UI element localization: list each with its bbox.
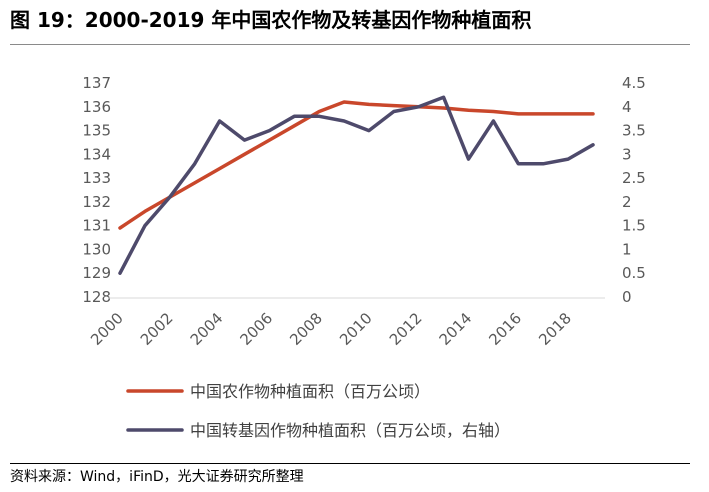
left-y-tick-label: 131 (82, 217, 111, 235)
legend-label: 中国农作物种植面积（百万公顷） (190, 382, 430, 401)
right-y-tick-label: 4.5 (622, 74, 646, 92)
gm-crop-area-series-line (118, 95, 595, 275)
left-y-tick-label: 136 (82, 98, 111, 116)
x-tick-label: 2010 (336, 309, 376, 349)
source-note: 资料来源：Wind，iFinD，光大证券研究所整理 (10, 469, 304, 485)
crop-area-series-line (118, 100, 595, 230)
x-tick-label: 2012 (386, 309, 426, 349)
left-y-tick-label: 134 (82, 145, 111, 163)
legend-label: 中国转基因作物种植面积（百万公顷，右轴） (190, 421, 510, 440)
right-y-tick-label: 3.5 (622, 122, 646, 140)
title-divider (10, 44, 690, 45)
right-y-tick-label: 0.5 (622, 264, 646, 282)
x-tick-label: 2006 (236, 309, 276, 349)
x-tick-label: 2008 (286, 309, 326, 349)
left-y-tick-label: 132 (82, 193, 111, 211)
source-divider (10, 463, 690, 464)
left-y-tick-label: 137 (82, 74, 111, 92)
x-tick-label: 2004 (187, 309, 227, 349)
x-tick-label: 2014 (436, 309, 476, 349)
x-tick-label: 2016 (485, 309, 525, 349)
x-axis: 2000 2002 2004 2006 2008 2010 2012 2014 2016 2018 (87, 309, 575, 349)
right-y-axis: 0 0.5 1 1.5 2 2.5 3 3.5 4 4.5 (622, 74, 646, 306)
left-y-tick-label: 133 (82, 169, 111, 187)
left-y-tick-label: 135 (82, 122, 111, 140)
figure-title: 图 19：2000-2019 年中国农作物及转基因作物种植面积 (10, 8, 532, 32)
x-tick-label: 2018 (535, 309, 575, 349)
x-tick-label: 2002 (137, 309, 177, 349)
right-y-tick-label: 3 (622, 145, 632, 163)
left-y-tick-label: 129 (82, 264, 111, 282)
right-y-tick-label: 2.5 (622, 169, 646, 187)
right-y-tick-label: 1 (622, 240, 632, 258)
right-y-tick-label: 0 (622, 288, 632, 306)
right-y-tick-label: 2 (622, 193, 632, 211)
plot-area (118, 95, 595, 275)
left-y-axis: 128 129 130 131 132 133 134 135 136 137 (82, 74, 111, 306)
left-y-tick-label: 128 (82, 288, 111, 306)
line-chart: 128 129 130 131 132 133 134 135 136 137 0 0.5 1 1.5 2… (82, 74, 646, 440)
legend: 中国农作物种植面积（百万公顷） 中国转基因作物种植面积（百万公顷，右轴） (126, 382, 510, 440)
right-y-tick-label: 1.5 (622, 217, 646, 235)
x-tick-label: 2000 (87, 309, 127, 349)
left-y-tick-label: 130 (82, 240, 111, 258)
right-y-tick-label: 4 (622, 98, 632, 116)
